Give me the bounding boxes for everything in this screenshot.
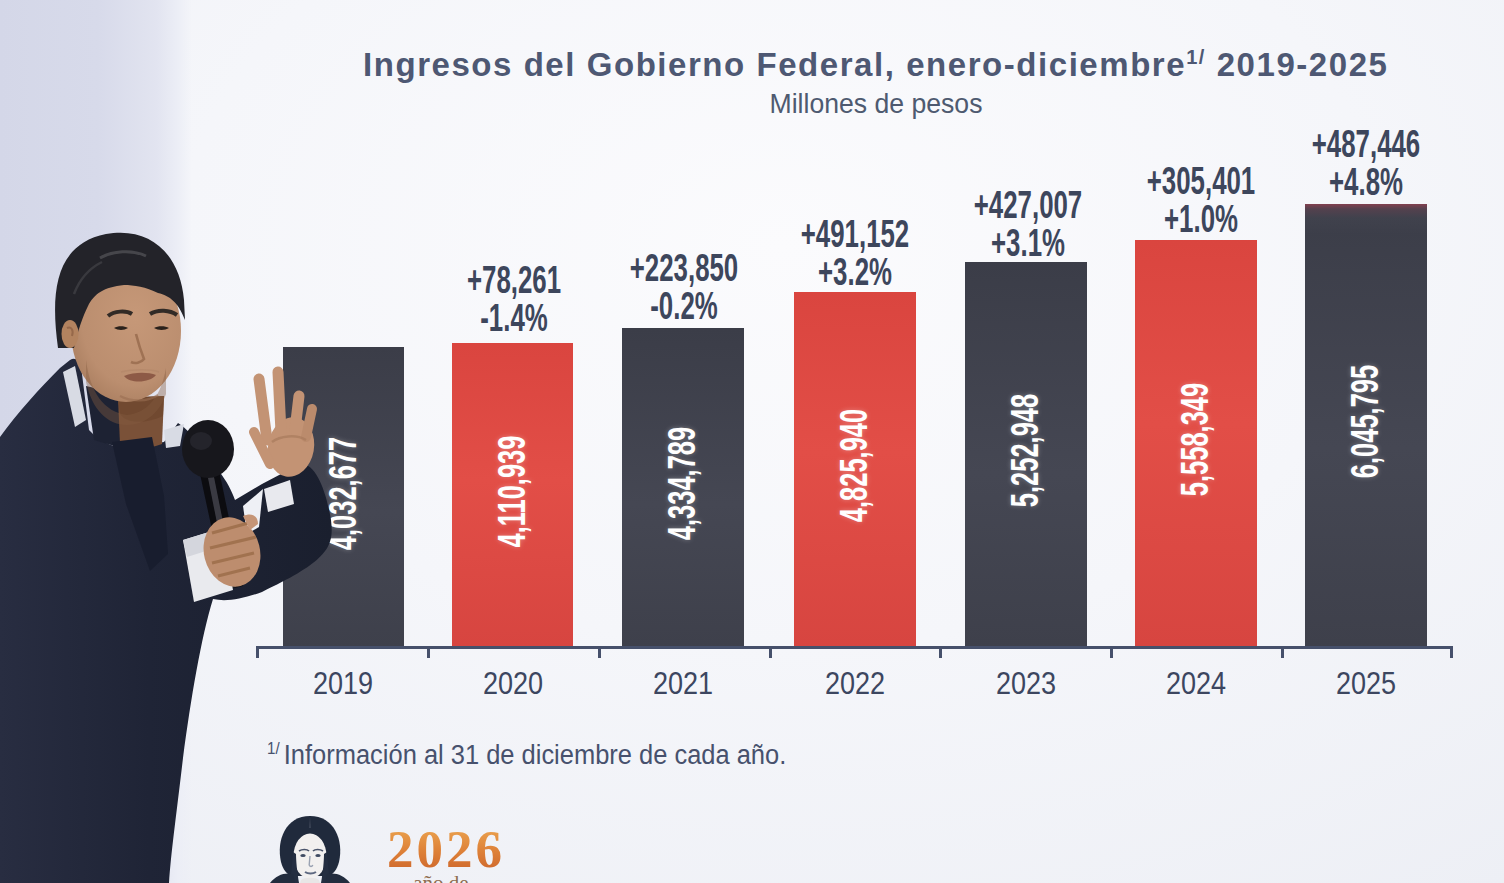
- svg-text:2026: 2026: [388, 820, 505, 878]
